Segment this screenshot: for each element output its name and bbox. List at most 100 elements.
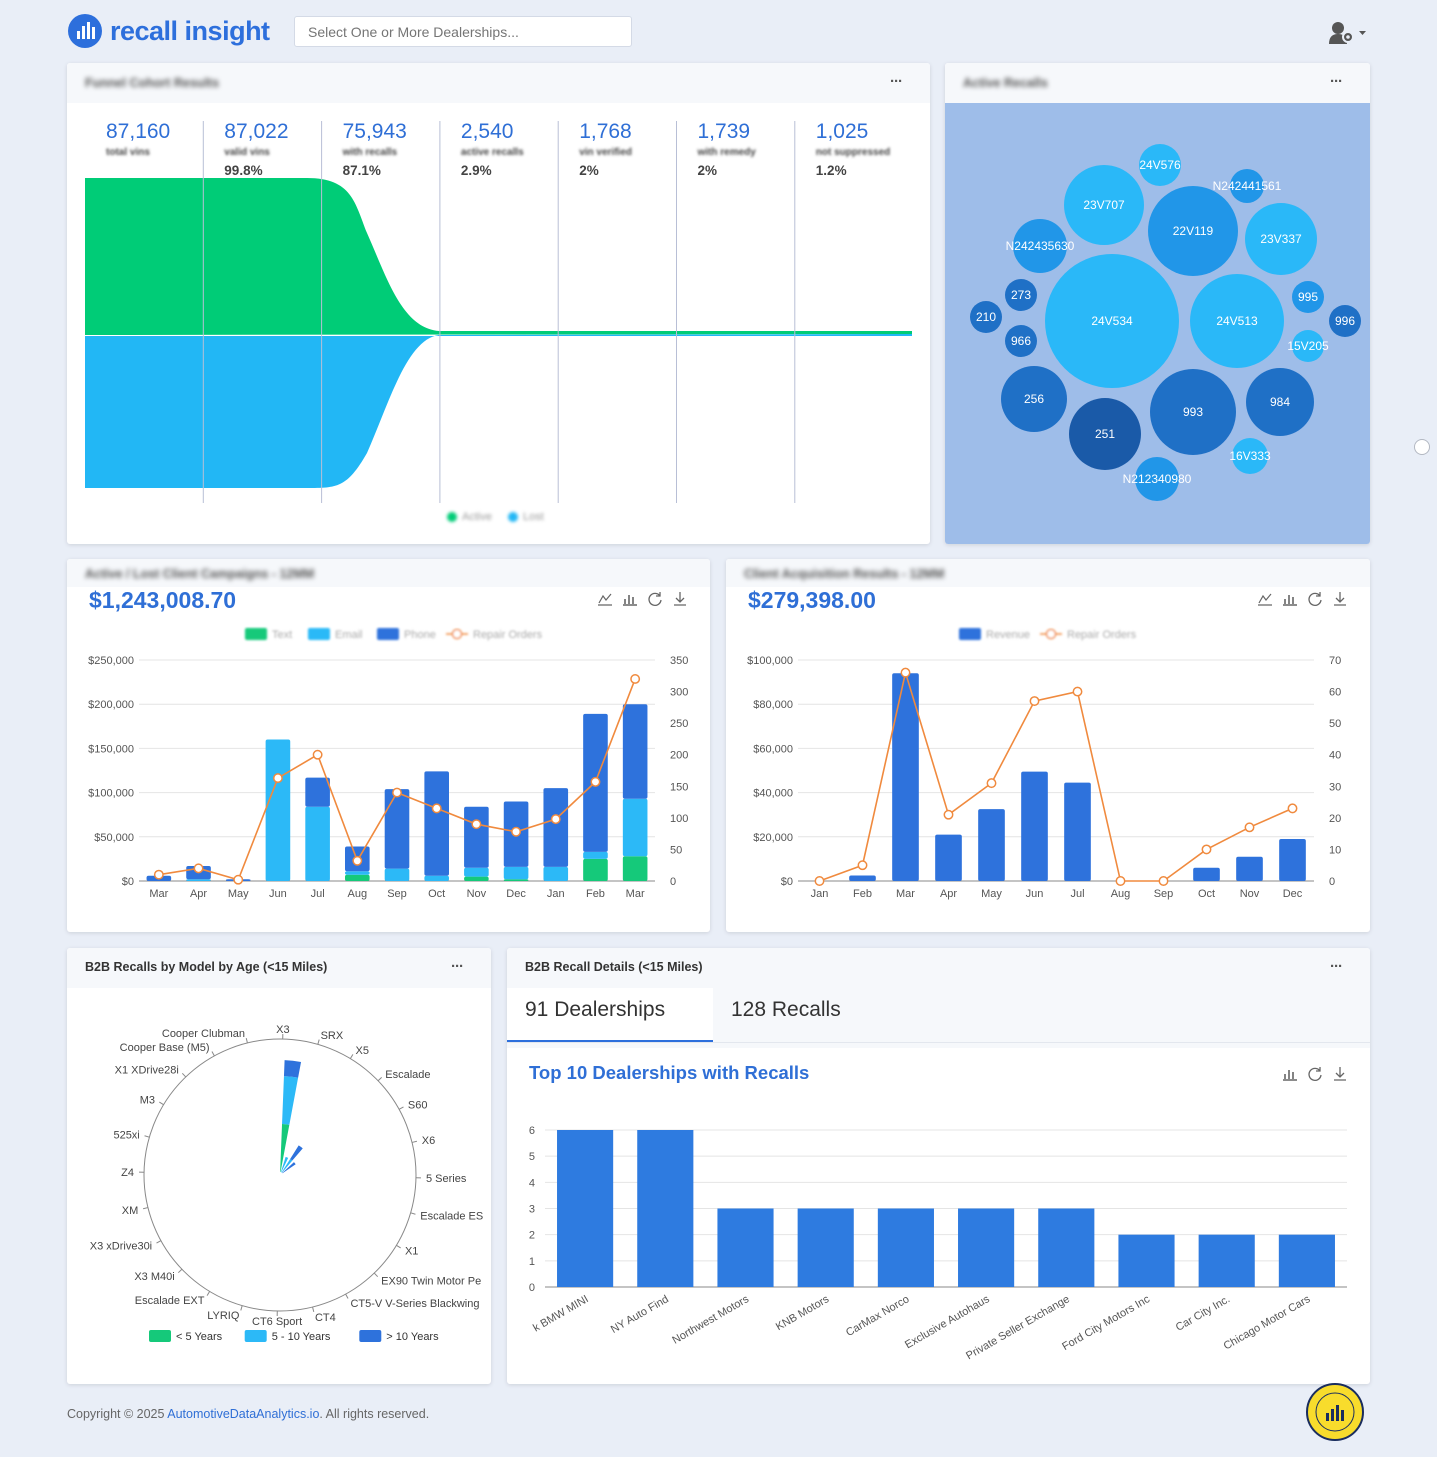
legend-lost[interactable]: Lost [507, 511, 544, 523]
bar-segment[interactable] [1193, 867, 1220, 881]
repair-orders-point[interactable] [943, 809, 954, 820]
tab-dealerships[interactable]: 91 Dealerships [525, 998, 666, 1021]
recall-bubble[interactable] [1232, 438, 1268, 474]
download-icon[interactable] [672, 591, 688, 607]
bar-segment[interactable] [424, 771, 449, 876]
recall-bubble[interactable] [1069, 398, 1141, 470]
repair-orders-point[interactable] [986, 778, 997, 789]
download-icon[interactable] [1332, 1066, 1348, 1082]
polar-legend-item[interactable]: 5 - 10 Years [244, 1330, 331, 1343]
recall-bubble[interactable] [1139, 144, 1181, 186]
dealer-bar[interactable] [1198, 1234, 1255, 1287]
recall-bubble[interactable] [1292, 330, 1324, 362]
bar-chart-icon[interactable] [1282, 591, 1298, 607]
chart-legend-item[interactable]: Revenue [959, 628, 1030, 641]
dealer-bar[interactable] [1118, 1234, 1175, 1287]
recall-bubble[interactable] [970, 301, 1002, 333]
line-chart-icon[interactable] [1257, 591, 1273, 607]
dealer-bar[interactable] [717, 1208, 774, 1288]
bar-segment[interactable] [345, 871, 370, 875]
dealer-bar[interactable] [1038, 1208, 1095, 1288]
repair-orders-point[interactable] [1029, 696, 1040, 706]
recall-bubble[interactable] [1329, 305, 1361, 337]
active-recalls-menu-button[interactable]: ··· [1330, 73, 1343, 90]
bar-segment[interactable] [265, 739, 291, 881]
user-settings-menu[interactable] [1328, 20, 1368, 46]
funnel-menu-button[interactable]: ··· [890, 73, 903, 90]
bar-segment[interactable] [543, 866, 569, 881]
footer-link[interactable]: AutomotiveDataAnalytics.io [167, 1407, 320, 1421]
bar-segment[interactable] [464, 806, 489, 868]
chart-legend-item[interactable]: Email [308, 628, 363, 641]
recall-bubble[interactable] [1245, 203, 1317, 275]
refresh-icon[interactable] [647, 591, 663, 607]
repair-orders-point[interactable] [193, 863, 204, 874]
bar-segment[interactable] [978, 809, 1005, 881]
bar-chart-icon[interactable] [622, 591, 638, 607]
bar-segment[interactable] [503, 879, 529, 881]
bar-segment[interactable] [464, 867, 489, 877]
dealer-bar[interactable] [637, 1130, 694, 1287]
bar-segment[interactable] [1279, 839, 1306, 881]
repair-orders-point[interactable] [352, 855, 363, 866]
bar-segment[interactable] [305, 777, 330, 807]
polar-bar-segment[interactable] [280, 1156, 289, 1173]
repair-orders-point[interactable] [233, 874, 244, 885]
repair-orders-point[interactable] [550, 814, 561, 825]
dealer-bar[interactable] [557, 1130, 614, 1287]
bar-segment[interactable] [503, 866, 529, 880]
recall-bubble[interactable] [1190, 274, 1284, 368]
refresh-icon[interactable] [1307, 591, 1323, 607]
automotive-data-analytics-logo[interactable] [1306, 1383, 1364, 1441]
repair-orders-point[interactable] [814, 876, 825, 886]
repair-orders-point[interactable] [153, 869, 164, 880]
bar-segment[interactable] [1021, 771, 1048, 881]
recall-bubble[interactable] [1013, 219, 1067, 273]
bar-chart-icon[interactable] [1282, 1066, 1298, 1082]
recall-bubble[interactable] [1135, 457, 1179, 501]
bar-segment[interactable] [384, 868, 410, 881]
recall-bubble[interactable] [1001, 366, 1067, 432]
chart-legend-item[interactable]: Text [245, 628, 292, 641]
recall-bubble[interactable] [1150, 369, 1236, 455]
repair-orders-point[interactable] [431, 803, 442, 814]
polar-bar-segment[interactable] [280, 1124, 290, 1173]
repair-orders-point[interactable] [392, 787, 402, 798]
polar-legend-item[interactable]: > 10 Years [359, 1330, 439, 1343]
bar-segment[interactable] [464, 876, 489, 881]
recall-bubble[interactable] [1246, 368, 1314, 436]
repair-orders-point[interactable] [471, 819, 482, 830]
polar-bar-segment[interactable] [282, 1162, 296, 1174]
scroll-indicator[interactable] [1414, 439, 1430, 455]
tab-recalls[interactable]: 128 Recalls [731, 998, 841, 1021]
refresh-icon[interactable] [1307, 1066, 1323, 1082]
repair-orders-point[interactable] [1244, 822, 1255, 833]
recall-bubble[interactable] [1148, 186, 1238, 276]
b2b-details-menu-button[interactable]: ··· [1330, 958, 1343, 975]
repair-orders-point[interactable] [1287, 803, 1298, 814]
recall-bubble[interactable] [1045, 254, 1179, 388]
polar-bar-segment[interactable] [283, 1060, 302, 1078]
polar-bar-segment[interactable] [290, 1145, 303, 1161]
bar-segment[interactable] [424, 875, 449, 881]
bar-segment[interactable] [186, 879, 211, 881]
repair-orders-point[interactable] [1115, 876, 1126, 886]
recall-bubble[interactable] [1292, 281, 1324, 313]
dealer-bar[interactable] [958, 1208, 1015, 1288]
repair-orders-point[interactable] [511, 826, 522, 837]
recall-bubble[interactable] [1005, 279, 1037, 311]
dealership-select[interactable] [294, 16, 632, 47]
repair-orders-point[interactable] [1072, 686, 1083, 697]
bar-segment[interactable] [622, 798, 648, 857]
bar-segment[interactable] [384, 789, 410, 869]
recall-bubble[interactable] [1005, 325, 1037, 357]
line-chart-icon[interactable] [597, 591, 613, 607]
repair-orders-point[interactable] [857, 860, 868, 871]
logo[interactable]: recall insight [68, 14, 270, 48]
bar-segment[interactable] [543, 788, 569, 867]
bar-segment[interactable] [583, 858, 608, 881]
chart-legend-item[interactable]: Repair Orders [1040, 628, 1137, 641]
polar-legend-item[interactable]: < 5 Years [149, 1330, 223, 1343]
bar-segment[interactable] [1064, 782, 1091, 881]
repair-orders-point[interactable] [1158, 876, 1169, 886]
